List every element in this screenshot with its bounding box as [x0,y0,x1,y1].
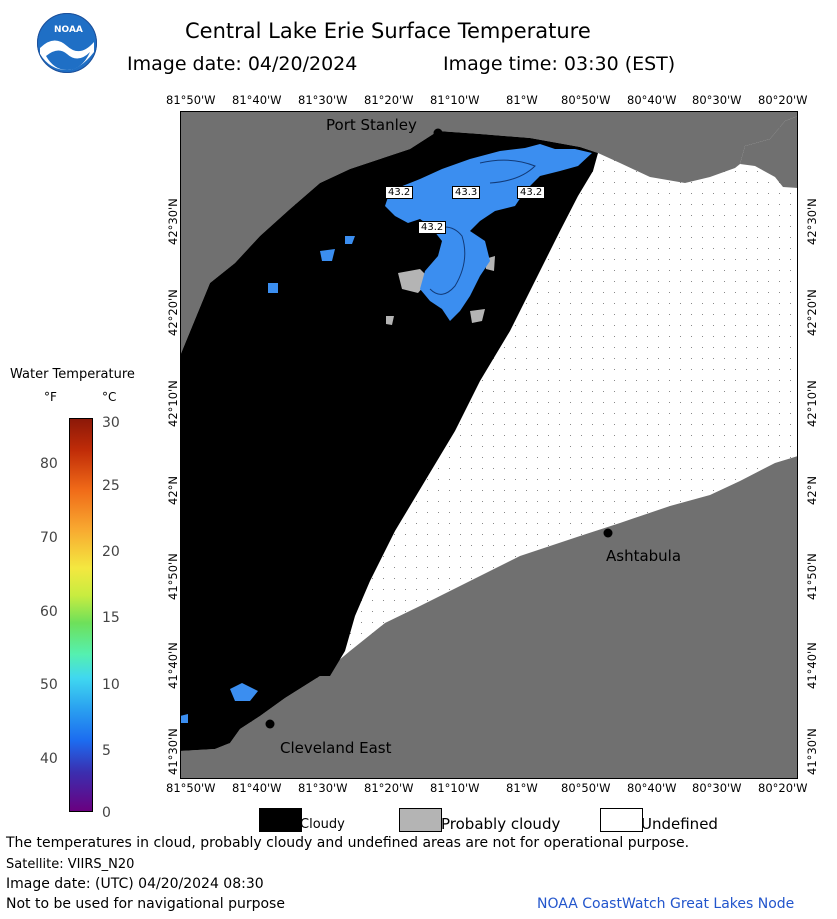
lon-label: 81°20'W [364,93,414,107]
image-time: Image time: 03:30 (EST) [443,53,676,75]
water-temp-region [385,144,592,321]
place-label-cleveland-east: Cleveland East [280,739,392,757]
lat-label: 41°40'N [805,642,819,689]
lat-label: 42°10'N [166,380,180,427]
lon-label: 80°30'W [692,93,742,107]
lat-label: 41°30'N [805,728,819,775]
lat-label: 41°50'N [805,553,819,600]
lat-label: 42°20'N [166,289,180,336]
lon-label: 81°40'W [232,93,282,107]
legend-swatch-probably-cloudy [399,808,442,832]
city-marker-cleveland-east [265,719,275,729]
lon-label: 80°20'W [758,781,808,795]
isotherm-label: 43.3 [452,186,481,199]
lon-label: 80°40'W [627,93,677,107]
lon-label: 80°20'W [758,93,808,107]
place-label-ashtabula: Ashtabula [606,547,682,565]
lat-label: 41°50'N [166,553,180,600]
legend-label-cloudy: Cloudy [300,817,345,832]
lat-label: 42°30'N [805,198,819,245]
lon-label: 81°30'W [298,93,348,107]
lat-label: 41°30'N [166,728,180,775]
isotherm-label: 43.2 [385,186,414,199]
water-temp-patch [345,236,355,244]
colorbar-c-tick: 10 [102,677,120,693]
lon-label: 81°10'W [430,781,480,795]
page-title: Central Lake Erie Surface Temperature [185,19,591,43]
place-label-port-stanley: Port Stanley [326,116,417,134]
lon-label: 80°30'W [692,781,742,795]
credit-text: NOAA CoastWatch Great Lakes Node [537,896,795,912]
lon-label: 81°30'W [298,781,348,795]
colorbar-c-tick: 15 [102,610,120,626]
nav-warning-text: Not to be used for navigational purpose [6,896,285,912]
colorbar-f-tick: 70 [40,530,58,546]
lon-label: 81°W [506,781,538,795]
cloud-cover [180,131,598,751]
colorbar-c-tick: 0 [102,805,111,821]
colorbar-f-tick: 60 [40,604,58,620]
map-border [180,111,798,779]
colorbar-gradient [69,418,93,812]
noaa-logo-text: NOAA [54,25,83,35]
image-date: Image date: 04/20/2024 [127,53,358,75]
noaa-logo: NOAA [36,12,98,74]
lat-label: 42°N [805,476,819,505]
lon-label: 81°40'W [232,781,282,795]
lon-label: 80°40'W [627,781,677,795]
city-marker-port-stanley [433,128,443,138]
probably-cloudy-patch [386,316,394,325]
colorbar-unit-f: °F [44,390,57,404]
noaa-logo-icon [37,13,97,73]
colorbar-c-tick: 30 [102,415,120,431]
utc-date-text: Image date: (UTC) 04/20/2024 08:30 [6,876,264,892]
lat-label: 41°40'N [166,642,180,689]
legend-label-probably-cloudy: Probably cloudy [441,815,561,833]
colorbar-unit-c: °C [102,390,117,404]
colorbar-c-tick: 5 [102,743,111,759]
isotherm-label: 43.2 [517,186,546,199]
lon-label: 80°50'W [561,93,611,107]
legend-swatch-undefined [600,808,643,832]
disclaimer-text: The temperatures in cloud, probably clou… [6,835,690,851]
lake-erie-map [180,111,798,779]
lon-label: 81°10'W [430,93,480,107]
land-ontario [180,111,798,356]
isotherm-line [429,226,466,295]
lat-label: 42°20'N [805,289,819,336]
isotherm-line [479,159,536,184]
water-temp-patch [320,249,335,261]
legend-swatch-cloudy [259,808,302,832]
lat-label: 42°10'N [805,380,819,427]
city-marker-ashtabula [603,528,613,538]
lat-label: 42°N [166,476,180,505]
lon-label: 80°50'W [561,781,611,795]
colorbar-f-tick: 50 [40,677,58,693]
water-temp-patch [230,683,258,701]
isotherm-label: 43.2 [418,221,447,234]
land-ohio [180,456,798,779]
legend-label-undefined: Undefined [641,815,718,833]
water-temp-patch [268,283,278,293]
colorbar-f-tick: 40 [40,751,58,767]
water-temp-patch [180,714,188,723]
colorbar-c-tick: 20 [102,544,120,560]
lon-label: 81°20'W [364,781,414,795]
lon-label: 81°W [506,93,538,107]
colorbar-c-tick: 25 [102,478,120,494]
lat-label: 42°30'N [166,198,180,245]
lon-label: 81°50'W [166,93,216,107]
colorbar-title: Water Temperature [10,367,135,382]
satellite-text: Satellite: VIIRS_N20 [6,857,135,872]
lon-label: 81°50'W [166,781,216,795]
probably-cloudy-patch [470,309,485,323]
colorbar-f-tick: 80 [40,456,58,472]
